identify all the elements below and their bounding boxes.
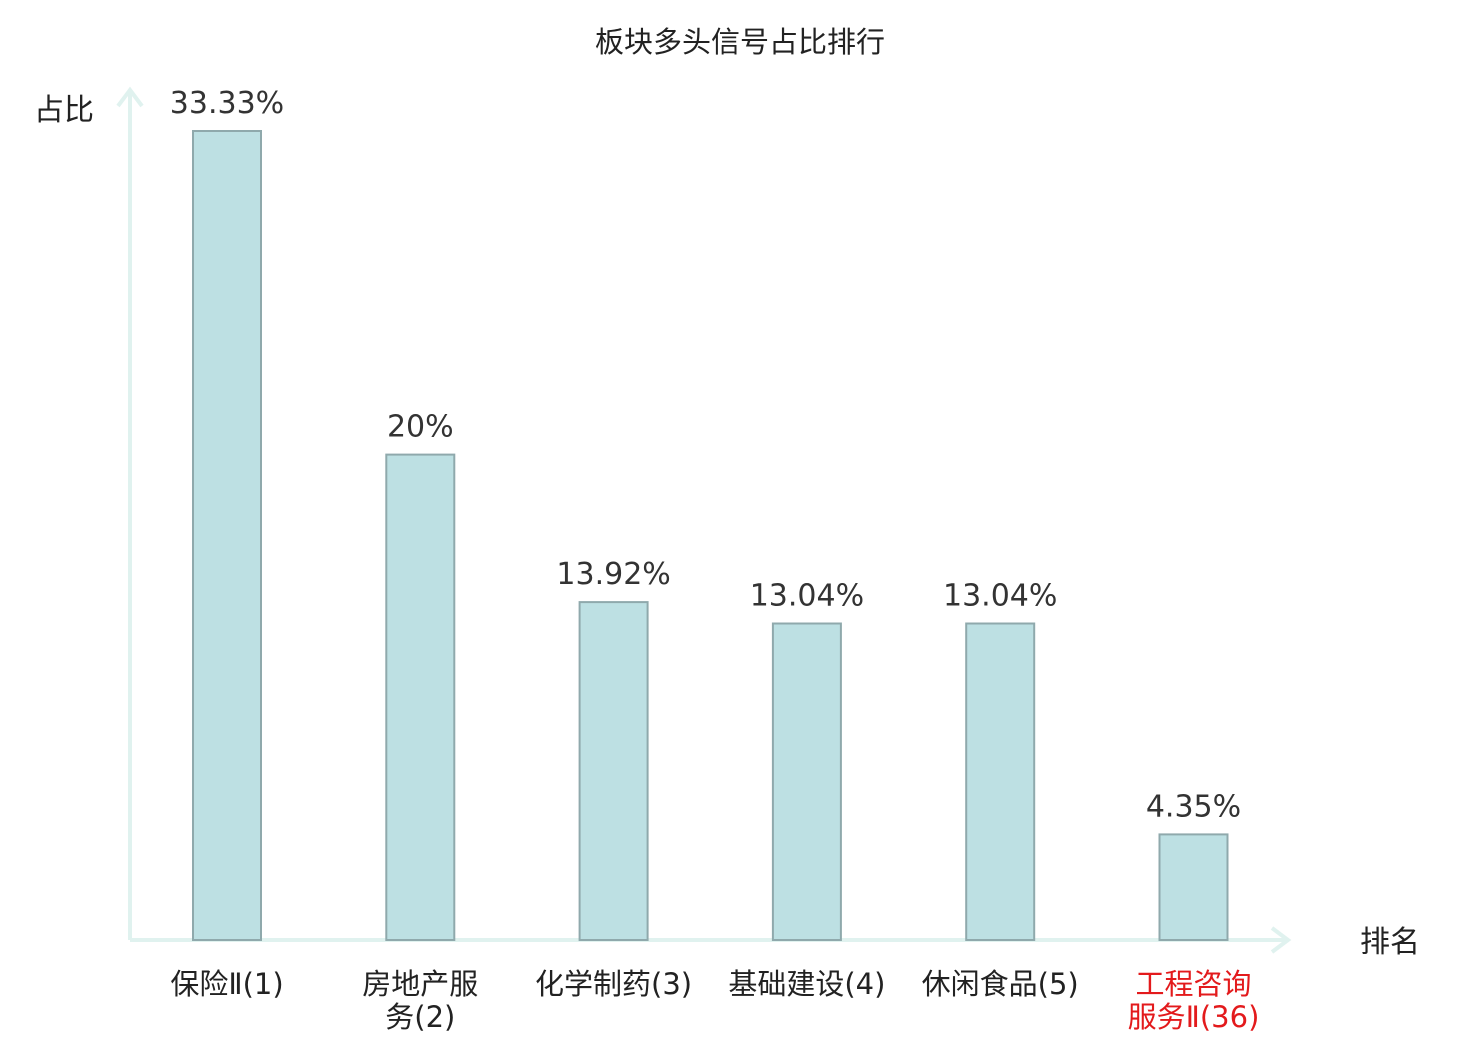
value-label-1: 33.33% xyxy=(170,86,284,121)
chart-title: 板块多头信号占比排行 xyxy=(595,25,885,59)
category-label-6-line-2: 服务Ⅱ(36) xyxy=(1128,1000,1260,1034)
x-axis-arrow xyxy=(1270,926,1292,954)
x-axis-label: 排名 xyxy=(1360,925,1420,960)
category-label-2-line-1: 房地产服 xyxy=(362,967,478,1001)
value-label-2: 20% xyxy=(387,410,454,445)
bar-1 xyxy=(192,130,262,941)
category-label-5: 休闲食品(5) xyxy=(922,967,1079,1001)
y-axis-arrow xyxy=(116,86,144,108)
category-label-2-line-2: 务(2) xyxy=(385,1000,455,1034)
value-label-6: 4.35% xyxy=(1146,789,1241,824)
bar-5 xyxy=(965,622,1036,941)
category-label-1: 保险Ⅱ(1) xyxy=(170,967,283,1001)
y-axis-label: 占比 xyxy=(34,93,94,128)
bar-3 xyxy=(578,601,649,941)
value-label-5: 13.04% xyxy=(943,579,1057,614)
bar-2 xyxy=(385,453,456,941)
value-label-4: 13.04% xyxy=(750,579,864,614)
value-label-3: 13.92% xyxy=(556,557,670,592)
bar-6 xyxy=(1158,833,1229,942)
bar-4 xyxy=(771,622,842,941)
category-label-6-line-1: 工程咨询 xyxy=(1135,967,1251,1001)
category-label-4: 基础建设(4) xyxy=(728,967,885,1001)
category-label-3: 化学制药(3) xyxy=(535,967,692,1001)
